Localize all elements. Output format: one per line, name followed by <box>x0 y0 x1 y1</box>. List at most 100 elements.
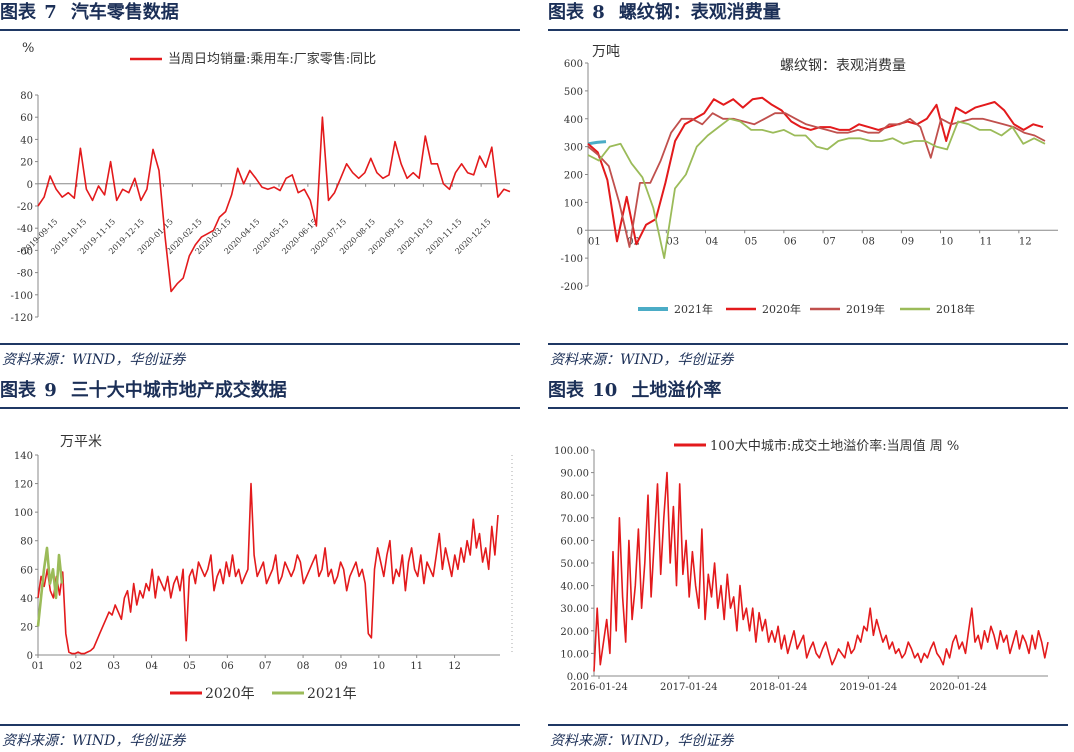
panel-fig7: 图表 7 汽车零售数据 80 60 40 20 0 -20 -40 -60 -80 -100 -120… <box>0 0 520 375</box>
y-tick-label: 50.00 <box>560 559 589 570</box>
x-tick-label: 05 <box>183 661 196 672</box>
y-tick-label: 20.00 <box>560 627 589 638</box>
y-tick-label: 40.00 <box>560 582 589 593</box>
y-tick-label: -200 <box>561 282 583 293</box>
chart-fig8: 600 500 400 300 200 100 0 -100 -200 01 02 03 04 05 06 0… <box>561 44 1058 316</box>
x-tick-label: 12 <box>448 661 461 672</box>
panel-title: 图表 8 螺纹钢：表观消费量 <box>548 2 781 23</box>
y-tick-label: 90.00 <box>560 469 589 480</box>
y-tick-label: 30.00 <box>560 604 589 615</box>
x-tick-label: 11 <box>410 661 423 672</box>
legend-label: 100大中城市:成交土地溢价率:当周值 周 % <box>710 438 959 454</box>
panel-fig10: 图表 10 土地溢价率 100.00 90.00 80.00 70.00 60.00 50.… <box>548 378 1074 752</box>
x-tick-label: 06 <box>221 661 234 672</box>
x-tick-label: 04 <box>706 236 719 247</box>
x-tick-label: 01 <box>32 661 45 672</box>
y-tick-label: 120 <box>14 480 33 491</box>
y-tick-label: 500 <box>564 87 583 98</box>
x-tick-label: 06 <box>784 236 797 247</box>
legend-label: 2020年 <box>205 686 255 702</box>
source-note: 资料来源：WIND，华创证券 <box>550 733 734 749</box>
panel-fig9: 图表 9 三十大中城市地产成交数据 140 120 100 80 60 40 20 0 01 02 0… <box>0 378 520 752</box>
source-rule <box>0 343 520 345</box>
y-tick-label: -60 <box>17 246 33 257</box>
series-line-0 <box>593 471 1049 672</box>
legend-label: 2020年 <box>762 302 801 316</box>
x-tick-label: 10 <box>941 236 954 247</box>
source-note: 资料来源：WIND，华创证券 <box>550 352 734 368</box>
x-tick-label: 09 <box>901 236 914 247</box>
y-tick-label: 0 <box>27 180 33 191</box>
x-tick-label: 2020-01-24 <box>929 682 987 693</box>
y-tick-label: 300 <box>564 143 583 154</box>
chart-title: 螺纹钢：表观消费量 <box>780 58 906 74</box>
x-tick-label: 07 <box>259 661 272 672</box>
y-unit-label: % <box>22 41 34 56</box>
y-tick-label: 60.00 <box>560 536 589 547</box>
y-tick-label: 600 <box>564 59 583 70</box>
y-tick-label: -120 <box>11 313 33 324</box>
source-note: 资料来源：WIND，华创证券 <box>2 733 186 749</box>
panel-title: 图表 10 土地溢价率 <box>548 380 722 401</box>
legend-label: 当周日均销量:乘用车:厂家零售:同比 <box>168 51 376 67</box>
y-tick-label: -100 <box>11 291 33 302</box>
x-tick-label: 09 <box>335 661 348 672</box>
y-tick-label: -40 <box>17 224 33 235</box>
y-tick-label: -20 <box>17 202 33 213</box>
y-tick-label: 70.00 <box>560 514 589 525</box>
series-line-0 <box>587 140 607 146</box>
x-tick-label: 04 <box>145 661 158 672</box>
x-tick-label: 03 <box>107 661 120 672</box>
x-tick-label: 07 <box>823 236 836 247</box>
y-unit-label: 万平米 <box>60 434 102 450</box>
y-tick-label: -100 <box>561 254 583 265</box>
y-tick-label: 60 <box>20 113 33 124</box>
y-tick-label: 0 <box>27 651 33 662</box>
y-tick-label: 10.00 <box>560 649 589 660</box>
y-tick-label: 100 <box>14 508 33 519</box>
panel-fig8: 图表 8 螺纹钢：表观消费量 600 500 400 300 200 100 0 -100 -20… <box>548 0 1074 375</box>
title-rule <box>0 407 520 409</box>
x-tick-label: 08 <box>297 661 310 672</box>
y-tick-label: 200 <box>564 171 583 182</box>
y-tick-label: 20 <box>20 158 33 169</box>
x-tick-label: 2017-01-24 <box>660 682 718 693</box>
legend-label: 2018年 <box>936 302 975 316</box>
title-rule <box>548 407 1068 409</box>
series-line-3 <box>587 117 1046 260</box>
chart-fig10: 100.00 90.00 80.00 70.00 60.00 50.00 40.00 30.0… <box>554 438 1049 693</box>
series-line-1 <box>36 546 64 627</box>
chart-fig7: 806040200-20-40-60-80-100-1202019-09-152… <box>11 41 511 324</box>
y-tick-label: 80 <box>20 91 33 102</box>
y-tick-label: -80 <box>17 269 33 280</box>
source-rule <box>548 724 1068 726</box>
series-line-0 <box>37 116 511 293</box>
y-tick-label: 20 <box>20 622 33 633</box>
y-tick-label: 0 <box>577 226 583 237</box>
y-tick-label: 60 <box>20 565 33 576</box>
source-note: 资料来源：WIND，华创证券 <box>2 352 186 368</box>
y-tick-label: 100 <box>564 198 583 209</box>
title-rule <box>548 29 1068 31</box>
panel-title: 图表 9 三十大中城市地产成交数据 <box>0 380 287 401</box>
x-tick-label: 03 <box>666 236 679 247</box>
series-line-0 <box>37 482 499 655</box>
panel-title: 图表 7 汽车零售数据 <box>0 2 179 23</box>
legend-label: 2019年 <box>846 302 885 316</box>
x-tick-label: 10 <box>372 661 385 672</box>
x-tick-label: 02 <box>70 661 83 672</box>
y-tick-label: 140 <box>14 451 33 462</box>
source-rule <box>0 724 520 726</box>
x-tick-label: 01 <box>588 236 601 247</box>
y-tick-label: 0.00 <box>567 672 589 683</box>
title-rule <box>0 29 520 31</box>
x-tick-label: 02 <box>627 236 640 247</box>
x-tick-label: 12 <box>1019 236 1032 247</box>
x-tick-label: 11 <box>980 236 993 247</box>
source-rule <box>548 343 1068 345</box>
y-unit-label: 万吨 <box>592 44 620 60</box>
y-tick-label: 80 <box>20 537 33 548</box>
chart-fig9: 140 120 100 80 60 40 20 001 02 03 04 05 06 07 08 09 10 11… <box>14 434 513 702</box>
x-tick-label: 2016-01-24 <box>570 682 628 693</box>
y-tick-label: 100.00 <box>554 446 589 457</box>
